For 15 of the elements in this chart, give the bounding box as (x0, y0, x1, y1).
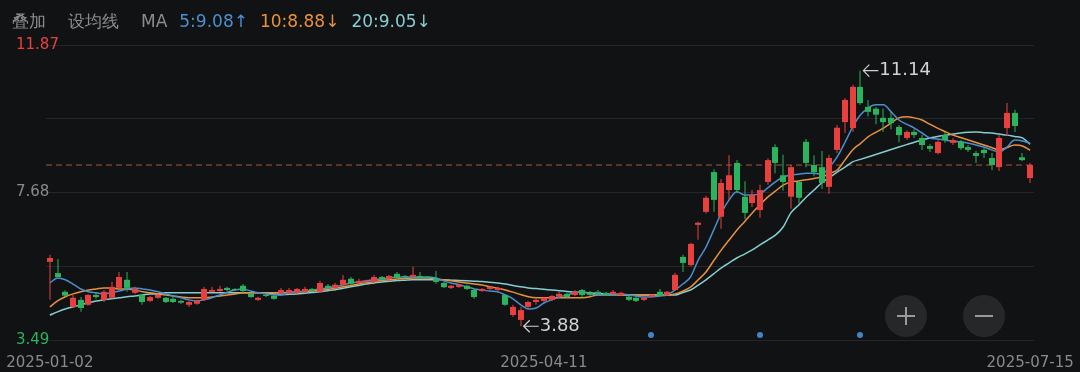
candlestick (47, 254, 53, 300)
y-tick-label: 3.49 (16, 329, 50, 348)
text: 20:9.05↓ (351, 11, 431, 31)
text: 叠加 (12, 9, 46, 33)
text: 设均线 (68, 9, 119, 33)
annotation: 11.14 (879, 58, 931, 80)
text: 5:9.08↑ (179, 11, 248, 31)
legend-title: MA (141, 11, 168, 31)
annotation: 3.88 (539, 313, 580, 335)
y-tick-label: 11.87 (16, 34, 59, 53)
y-tick-label: 7.68 (16, 182, 50, 201)
x-tick-label: 2025-07-15 (986, 352, 1074, 371)
x-tick-label: 2025-04-11 (500, 352, 588, 371)
text: 10:8.88↓ (259, 11, 340, 31)
x-tick-label: 2025-01-02 (6, 352, 94, 371)
